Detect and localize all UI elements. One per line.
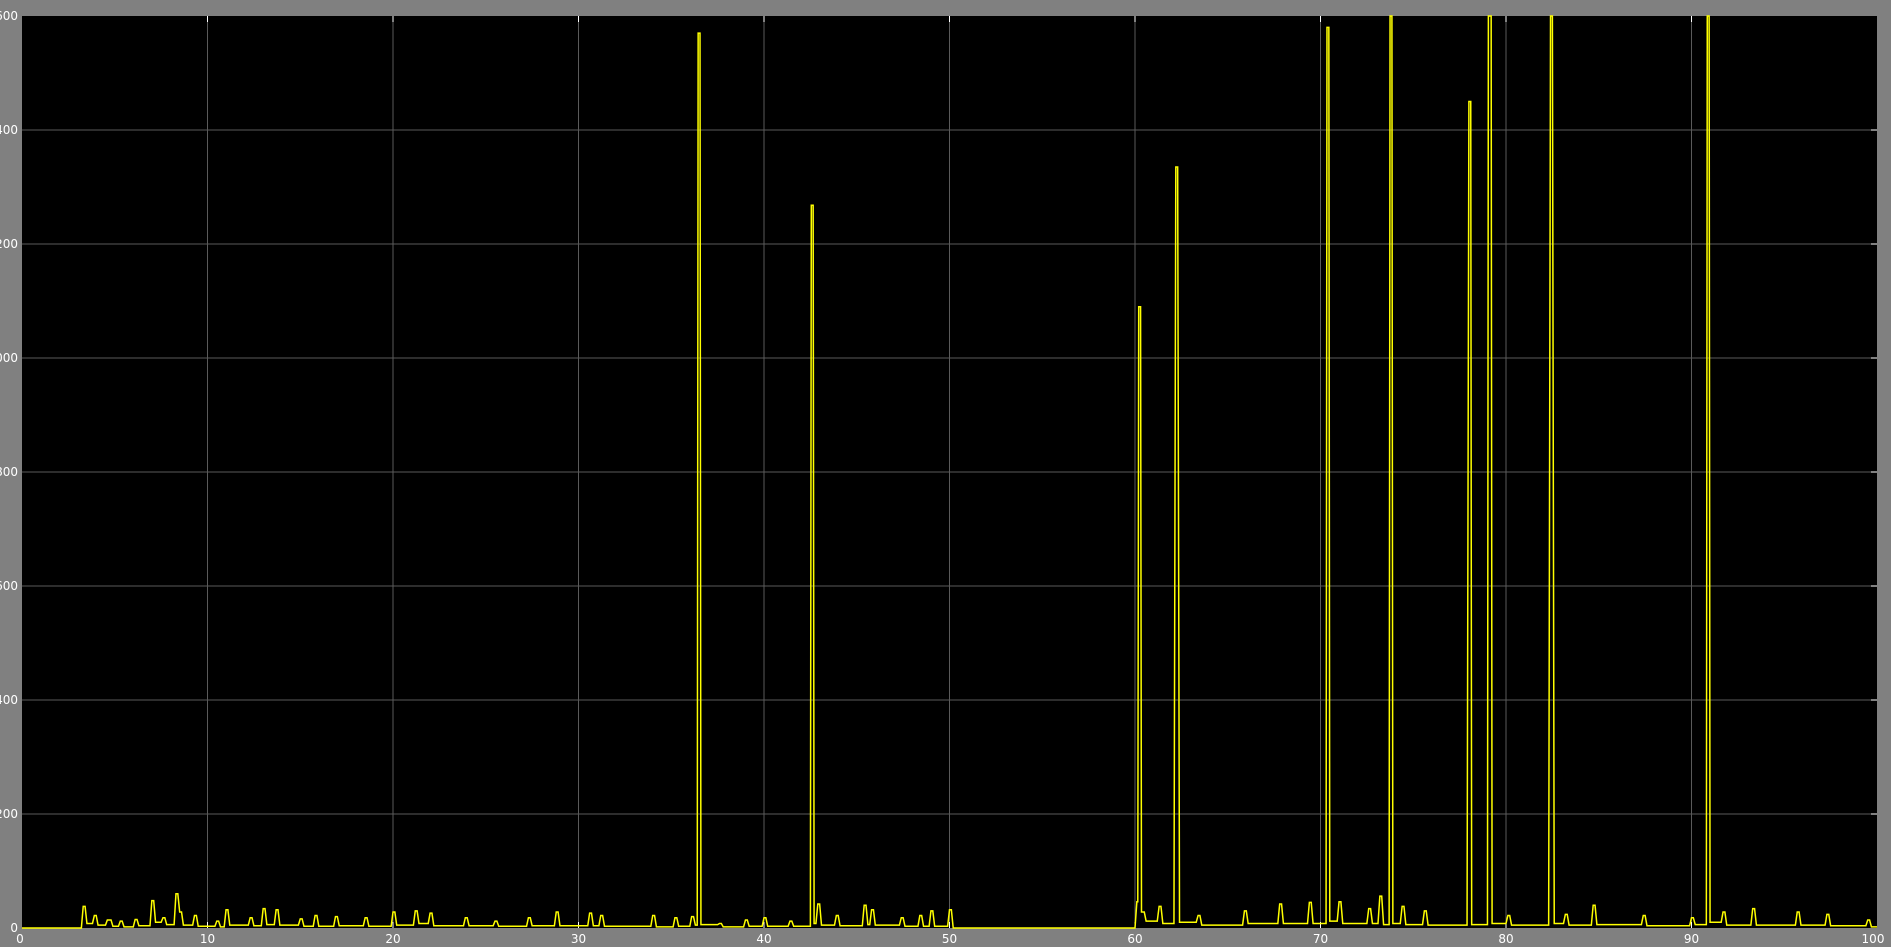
y-tick-label: 400 [0, 693, 18, 707]
y-tick-label: 1200 [0, 237, 18, 251]
y-tick-label: 200 [0, 807, 18, 821]
y-tick-label: 1600 [0, 9, 18, 23]
x-tick-label: 100 [1862, 932, 1885, 946]
x-tick-label: 90 [1684, 932, 1699, 946]
x-tick-label: 50 [942, 932, 957, 946]
x-tick-label: 70 [1313, 932, 1328, 946]
y-tick-label: 1400 [0, 123, 18, 137]
y-tick-label: 600 [0, 579, 18, 593]
x-tick-label: 40 [756, 932, 771, 946]
x-tick-label: 10 [200, 932, 215, 946]
x-tick-label: 60 [1127, 932, 1142, 946]
x-tick-label: 80 [1498, 932, 1513, 946]
x-tick-label: 20 [385, 932, 400, 946]
x-tick-label: 30 [571, 932, 586, 946]
y-tick-label: 0 [10, 921, 18, 935]
y-tick-label: 800 [0, 465, 18, 479]
